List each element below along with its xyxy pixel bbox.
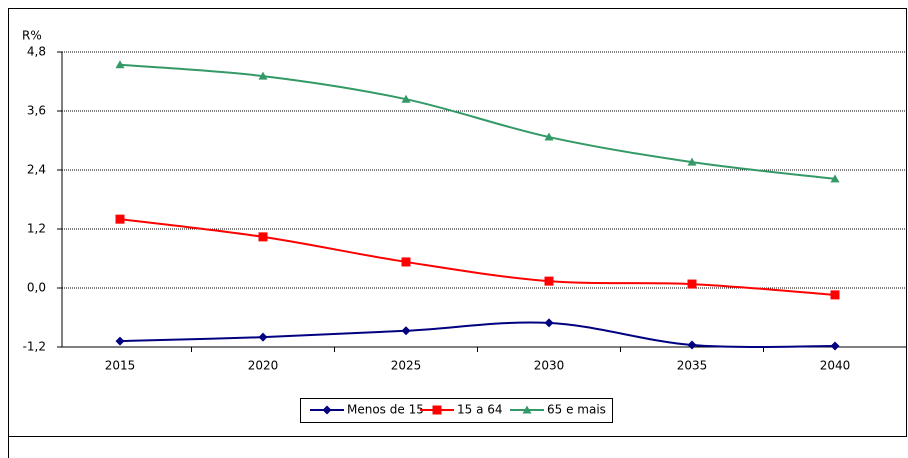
marker xyxy=(830,174,840,183)
x-tick-label: 2030 xyxy=(534,359,565,373)
legend-label: Menos de 15 xyxy=(347,403,424,417)
y-tick-label: 1,2 xyxy=(27,222,46,236)
legend-label: 15 a 64 xyxy=(457,403,503,417)
x-tick-label: 2025 xyxy=(391,359,422,373)
marker xyxy=(258,332,268,342)
marker xyxy=(115,214,125,224)
series-line xyxy=(119,218,836,296)
marker xyxy=(401,94,411,103)
marker xyxy=(115,336,125,346)
marker xyxy=(258,71,268,80)
marker xyxy=(544,276,554,286)
marker xyxy=(322,405,332,415)
chart-frame xyxy=(8,8,907,437)
y-tick-label: 4,8 xyxy=(27,45,46,59)
marker xyxy=(544,132,554,141)
marker xyxy=(258,232,268,242)
x-tick-label: 2040 xyxy=(820,359,851,373)
series-line xyxy=(119,63,836,180)
marker xyxy=(115,60,125,69)
y-tick-label: 3,6 xyxy=(27,104,46,118)
x-tick-label: 2015 xyxy=(105,359,136,373)
marker xyxy=(522,405,532,414)
x-tick-label: 2020 xyxy=(248,359,279,373)
legend-box xyxy=(300,398,613,423)
marker xyxy=(687,340,697,350)
marker xyxy=(830,290,840,300)
marker xyxy=(401,257,411,267)
marker xyxy=(687,157,697,166)
legend-label: 65 e mais xyxy=(547,403,606,417)
y-tick-label: 2,4 xyxy=(27,163,46,177)
series-line xyxy=(119,321,836,348)
y-axis-label: R% xyxy=(22,29,42,43)
y-tick-label: 0,0 xyxy=(27,281,46,295)
marker xyxy=(830,341,840,351)
marker xyxy=(432,405,442,415)
marker xyxy=(401,326,411,336)
x-tick-label: 2035 xyxy=(677,359,708,373)
marker xyxy=(687,279,697,289)
marker xyxy=(544,318,554,328)
y-tick-label: -1,2 xyxy=(23,340,46,354)
